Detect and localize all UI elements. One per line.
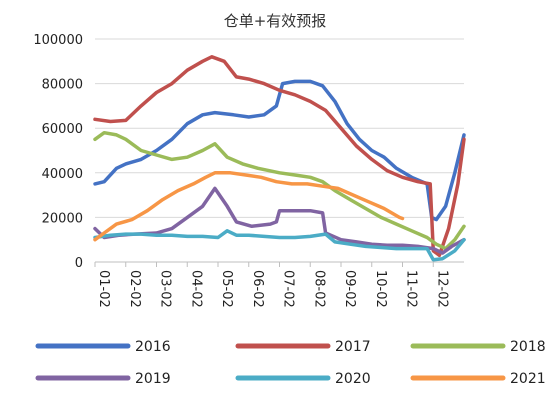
x-tick-label: 03-02 — [158, 270, 173, 308]
y-tick-label: 20000 — [42, 211, 83, 226]
x-tick-label: 07-02 — [281, 270, 296, 308]
x-tick-label: 04-02 — [188, 270, 203, 308]
series-line-2021 — [93, 171, 405, 242]
x-tick-label: 02-02 — [127, 270, 142, 308]
x-tick-label: 12-02 — [434, 270, 449, 308]
x-tick-label: 08-02 — [311, 270, 326, 308]
y-tick-label: 60000 — [42, 122, 83, 137]
x-tick-label: 09-02 — [342, 270, 357, 308]
x-axis: 01-02 02-02 03-02 04-02 05-02 06-02 07-02 08-02… — [94, 261, 464, 308]
x-tick-label: 05-02 — [219, 270, 234, 308]
x-tick-label: 10-02 — [373, 270, 388, 308]
chart-title: 仓单+有效预报 — [224, 12, 327, 30]
x-tick-label: 11-02 — [404, 270, 419, 308]
legend-label-2020: 2020 — [335, 371, 371, 387]
series-line-2019 — [93, 186, 466, 255]
legend-label-2018: 2018 — [510, 339, 546, 355]
x-tick-label: 06-02 — [250, 270, 265, 308]
y-tick-label: 100000 — [33, 33, 83, 48]
series-lines — [93, 55, 466, 262]
series-line-2020 — [93, 229, 466, 262]
y-axis: 0 20000 40000 60000 80000 100000 — [33, 33, 83, 271]
y-tick-label: 0 — [75, 256, 83, 271]
series-line-2016 — [93, 79, 466, 222]
x-tick-label: 01-02 — [96, 270, 111, 308]
series-line-2018 — [93, 130, 466, 251]
legend-label-2021: 2021 — [510, 371, 546, 387]
legend-label-2019: 2019 — [135, 371, 171, 387]
y-tick-label: 40000 — [42, 167, 83, 182]
y-tick-label: 80000 — [42, 78, 83, 93]
legend-label-2017: 2017 — [335, 339, 371, 355]
legend: 2016 2017 2018 2019 2020 2021 — [35, 339, 546, 387]
series-line-2017 — [93, 55, 466, 258]
legend-label-2016: 2016 — [135, 339, 171, 355]
